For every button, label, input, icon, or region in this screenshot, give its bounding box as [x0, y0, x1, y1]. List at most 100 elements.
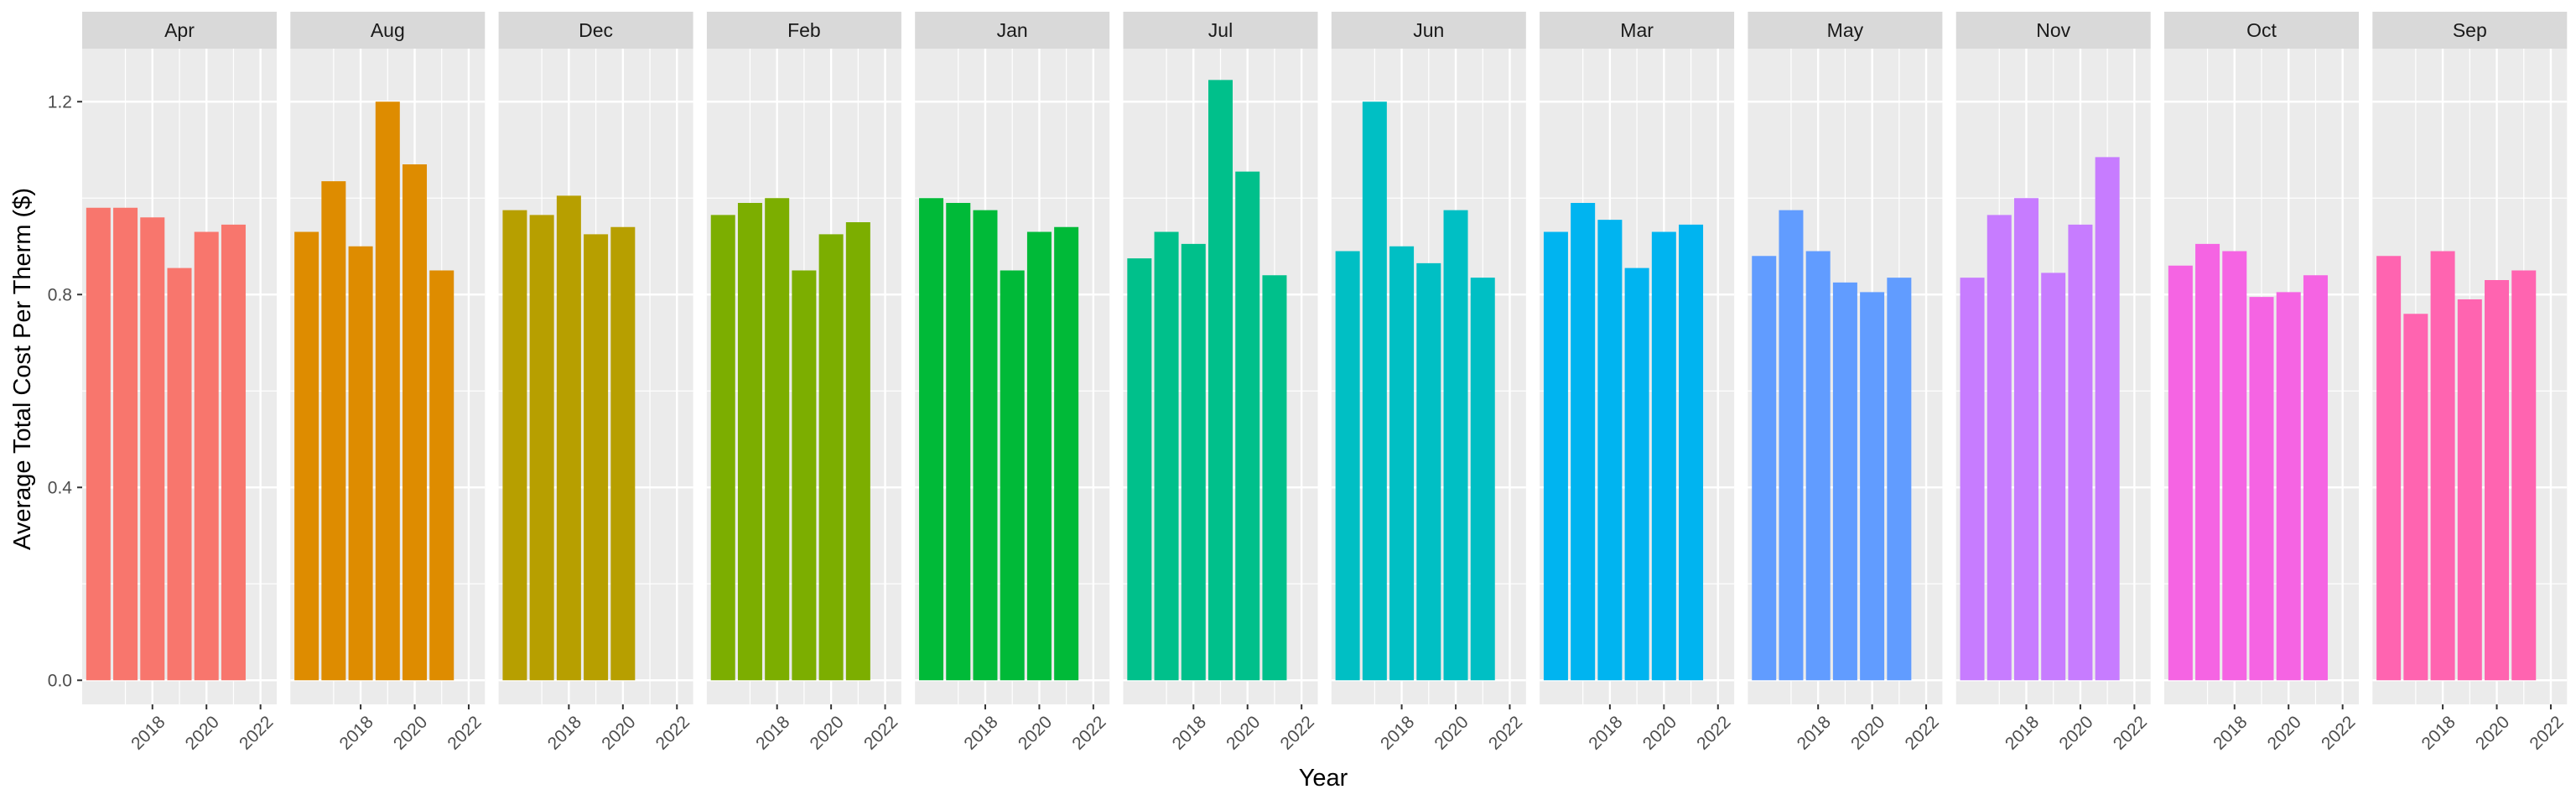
x-tick-label: 2018 — [336, 712, 377, 753]
x-tick-label: 2022 — [1277, 712, 1318, 753]
y-axis: 0.0 0.4 0.8 1.2 — [48, 92, 82, 690]
bar-oct-2019 — [2249, 297, 2274, 681]
bar-aug-2016 — [294, 231, 319, 681]
x-tick-label: 2022 — [2110, 712, 2151, 753]
bar-jan-2018 — [973, 210, 998, 681]
facet-strip — [2164, 12, 2359, 49]
bar-feb-2016 — [710, 215, 735, 681]
bar-feb-2020 — [818, 234, 844, 681]
y-tick-label: 1.2 — [48, 92, 72, 112]
bar-jun-2017 — [1362, 101, 1387, 681]
bar-dec-2016 — [502, 210, 527, 681]
bar-aug-2018 — [348, 246, 373, 681]
bar-dec-2018 — [556, 195, 581, 681]
x-tick-label: 2022 — [2526, 712, 2567, 753]
bar-feb-2019 — [792, 270, 817, 681]
x-tick-label: 2022 — [1901, 712, 1942, 753]
bar-oct-2020 — [2276, 292, 2301, 681]
x-axis-title: Year — [1299, 765, 1348, 792]
bar-dec-2017 — [529, 215, 554, 681]
bar-dec-2020 — [610, 226, 636, 681]
x-tick-label: 2022 — [1693, 712, 1734, 753]
bar-oct-2018 — [2222, 251, 2247, 681]
bar-jan-2016 — [919, 198, 944, 681]
bar-may-2021 — [1887, 278, 1912, 681]
bar-jul-2021 — [1262, 275, 1287, 681]
bar-nov-2018 — [2013, 198, 2038, 681]
facet-label: May — [1827, 19, 1864, 41]
facet-strip — [290, 12, 486, 49]
bar-jul-2017 — [1154, 231, 1179, 681]
x-tick-label: 2022 — [444, 712, 485, 753]
x-tick-label: 2020 — [1431, 712, 1472, 753]
facet-strip — [1748, 12, 1943, 49]
bar-apr-2019 — [167, 267, 192, 681]
bar-apr-2020 — [194, 231, 219, 681]
bar-apr-2017 — [113, 207, 138, 681]
facet-panels: Apr 2018 2020 2022 Aug 2018 2020 2022 Dec 2018 202… — [82, 12, 2568, 754]
bar-oct-2021 — [2303, 275, 2328, 681]
bar-aug-2017 — [321, 181, 346, 681]
y-tick-label: 0.0 — [48, 671, 72, 690]
facet-label: Dec — [579, 19, 613, 41]
x-tick-label: 2020 — [2264, 712, 2305, 753]
bar-aug-2019 — [375, 101, 400, 681]
x-tick-label: 2018 — [2210, 712, 2251, 753]
x-tick-label: 2022 — [236, 712, 277, 753]
bar-mar-2016 — [1543, 231, 1568, 681]
bar-may-2019 — [1832, 282, 1857, 681]
facet-oct: Oct 2018 2020 2022 — [2164, 12, 2359, 754]
facet-strip — [1540, 12, 1735, 49]
bar-sep-2019 — [2457, 299, 2482, 681]
x-tick-label: 2018 — [1169, 712, 1210, 753]
bar-oct-2017 — [2195, 243, 2220, 681]
y-tick-label: 0.8 — [48, 285, 72, 304]
bar-sep-2017 — [2403, 314, 2428, 681]
bar-feb-2021 — [845, 222, 870, 681]
facet-label: Aug — [371, 19, 405, 41]
facet-jun: Jun 2018 2020 2022 — [1331, 12, 1526, 754]
y-tick-label: 0.4 — [48, 478, 73, 497]
facet-label: Sep — [2453, 19, 2487, 41]
x-tick-label: 2020 — [2055, 712, 2096, 753]
x-tick-label: 2018 — [1377, 712, 1418, 753]
facet-label: Oct — [2246, 19, 2277, 41]
facet-strip — [1955, 12, 2151, 49]
facet-label: Jun — [1413, 19, 1444, 41]
bar-jan-2020 — [1026, 231, 1052, 681]
x-tick-label: 2018 — [960, 712, 1001, 753]
facet-strip — [82, 12, 277, 49]
x-tick-label: 2020 — [807, 712, 848, 753]
bar-apr-2018 — [140, 217, 165, 681]
facet-strip — [1331, 12, 1526, 49]
x-tick-label: 2020 — [2472, 712, 2513, 753]
facet-mar: Mar 2018 2020 2022 — [1540, 12, 1734, 754]
bar-aug-2020 — [402, 164, 428, 681]
x-tick-label: 2022 — [652, 712, 693, 753]
bar-nov-2016 — [1960, 278, 1985, 681]
x-tick-label: 2018 — [1794, 712, 1835, 753]
facet-label: Apr — [164, 19, 195, 41]
bar-jul-2019 — [1208, 80, 1233, 681]
facet-strip — [498, 12, 693, 49]
facet-jan: Jan 2018 2020 2022 — [915, 12, 1110, 754]
bar-apr-2016 — [86, 207, 111, 681]
bar-may-2020 — [1860, 292, 1885, 681]
bar-jun-2020 — [1443, 210, 1468, 681]
bar-jan-2019 — [1000, 270, 1025, 681]
bar-nov-2019 — [2041, 273, 2066, 681]
facet-label: Jan — [997, 19, 1028, 41]
bar-sep-2018 — [2430, 251, 2455, 681]
bar-dec-2019 — [584, 234, 609, 681]
facet-nov: Nov 2018 2020 2022 — [1955, 12, 2151, 754]
bar-may-2018 — [1805, 251, 1831, 681]
x-tick-label: 2020 — [1223, 712, 1264, 753]
x-tick-label: 2020 — [182, 712, 223, 753]
facet-label: Nov — [2036, 19, 2070, 41]
bar-sep-2020 — [2485, 280, 2510, 681]
bar-mar-2018 — [1597, 220, 1623, 681]
x-tick-label: 2018 — [1585, 712, 1626, 753]
x-tick-label: 2022 — [860, 712, 901, 753]
x-tick-label: 2018 — [2418, 712, 2459, 753]
